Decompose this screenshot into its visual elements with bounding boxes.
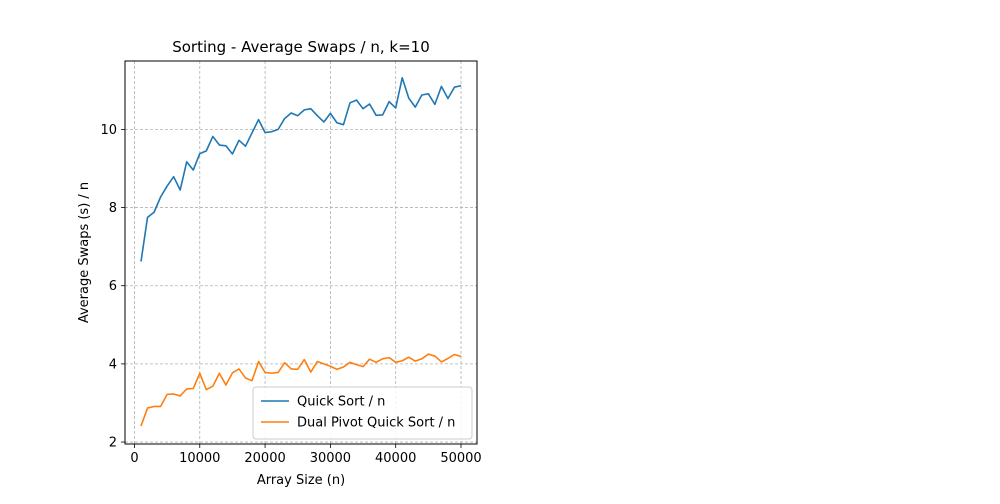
- legend-box: [252, 386, 473, 440]
- legend-label-1: Quick Sort / n: [297, 395, 385, 410]
- legend-label-2: Dual Pivot Quick Sort / n: [297, 416, 455, 431]
- x-tick-label: 0: [130, 451, 138, 466]
- y-tick-label: 10: [100, 123, 117, 138]
- x-tick-label: 30000: [310, 451, 351, 466]
- y-tick-label: 6: [109, 279, 117, 294]
- x-tick-label: 40000: [375, 451, 416, 466]
- y-axis-label: Average Swaps (s) / n: [77, 182, 92, 323]
- x-tick-label: 10000: [179, 451, 220, 466]
- plot-frame: [124, 60, 478, 445]
- x-tick-label: 50000: [440, 451, 481, 466]
- legend: Quick Sort / n Dual Pivot Quick Sort / n: [252, 386, 473, 440]
- chart-title: Sorting - Average Swaps / n, k=10: [172, 38, 430, 56]
- series-line-1: [140, 77, 462, 262]
- y-tick-label: 8: [109, 201, 117, 216]
- y-tick-label: 4: [109, 357, 117, 372]
- series-line-2: [140, 353, 462, 427]
- x-tick-label: 20000: [244, 451, 285, 466]
- x-axis-label: Array Size (n): [257, 473, 345, 488]
- y-tick-label: 2: [109, 436, 117, 451]
- axis-ticks: 0 10000 20000 30000 40000 50000 2 4 6 8 10: [100, 123, 481, 466]
- series-lines: [140, 77, 462, 427]
